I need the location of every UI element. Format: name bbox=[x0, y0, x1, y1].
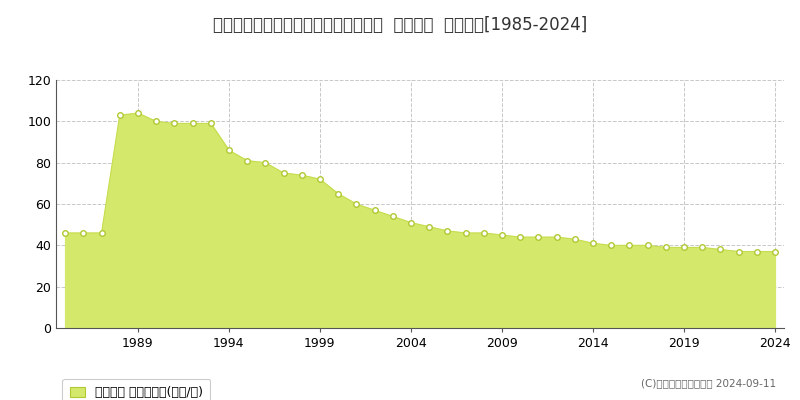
Text: 埼玉県狭山市狭山台４丁目１７番２外  地価公示  地価推移[1985-2024]: 埼玉県狭山市狭山台４丁目１７番２外 地価公示 地価推移[1985-2024] bbox=[213, 16, 587, 34]
Text: (C)土地価格ドットコム 2024-09-11: (C)土地価格ドットコム 2024-09-11 bbox=[641, 378, 776, 388]
Legend: 地価公示 平均坪単価(万円/坪): 地価公示 平均坪単価(万円/坪) bbox=[62, 379, 210, 400]
